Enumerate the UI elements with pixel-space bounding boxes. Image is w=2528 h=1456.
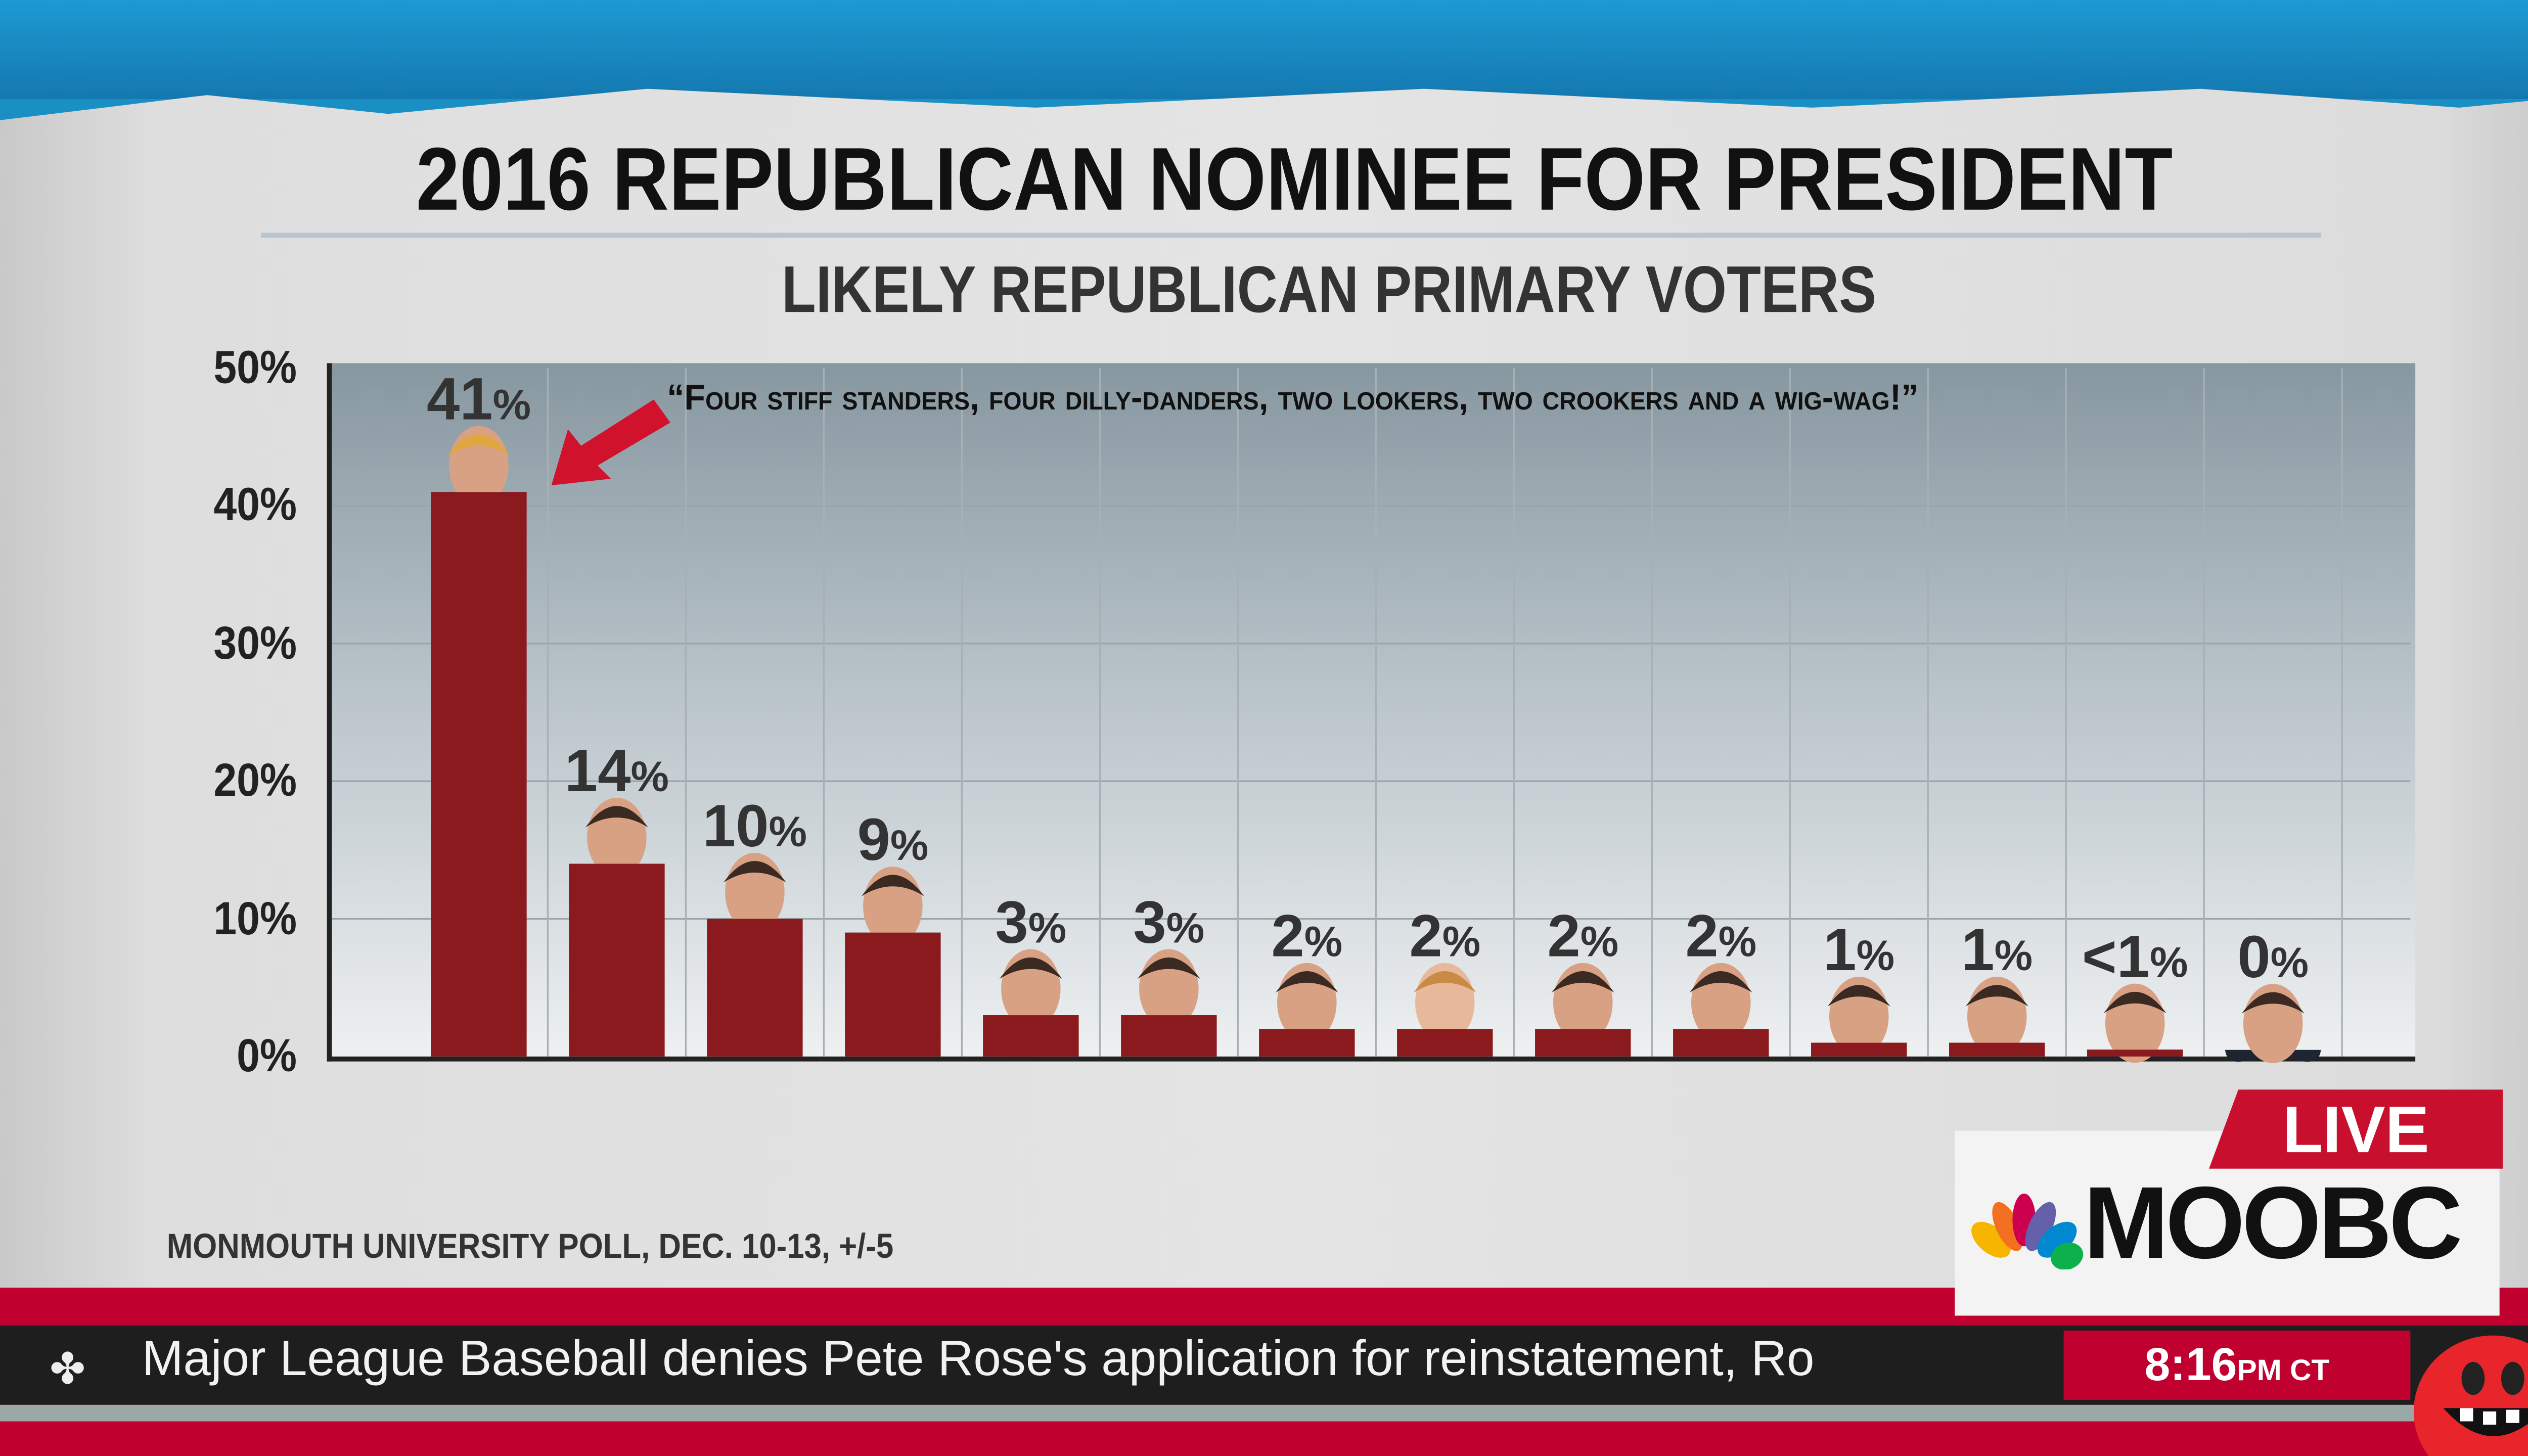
bar [1121, 1015, 1217, 1057]
red-robot-mascot-icon [2413, 1335, 2528, 1456]
poll-source: MONMOUTH UNIVERSITY POLL, DEC. 10-13, +/… [166, 1228, 894, 1266]
bar [1397, 1029, 1493, 1057]
candidate-hair [999, 957, 1062, 979]
clock: 8:16PM CT [2063, 1330, 2411, 1400]
candidate-hair [723, 861, 786, 883]
data-label: 2% [1685, 903, 1756, 969]
quote-annotation: “Four stiff standers, four dilly-danders… [667, 376, 1919, 418]
y-tick: 20% [213, 754, 297, 806]
candidate-hair [2103, 991, 2166, 1014]
candidate-hair [1689, 971, 1752, 993]
data-label: 2% [1409, 903, 1480, 969]
bar [845, 932, 941, 1057]
peacock-icon: ✤ [49, 1343, 86, 1393]
bar [1673, 1029, 1769, 1057]
candidate-hair [1965, 985, 2028, 1007]
candidate-hair [585, 806, 648, 828]
y-tick: 30% [213, 617, 297, 669]
candidate-hair [1551, 971, 1614, 993]
bar [1535, 1029, 1631, 1057]
ticker-underline [0, 1404, 2528, 1422]
clock-time: 8:16 [2144, 1339, 2237, 1390]
bar [569, 863, 665, 1057]
candidate-hair [2241, 992, 2305, 1014]
data-label: 1% [1823, 917, 1894, 983]
clock-suffix: PM CT [2237, 1353, 2330, 1387]
candidate-hair [1137, 957, 1200, 979]
chart-subtitle: LIKELY REPUBLICAN PRIMARY VOTERS [781, 254, 1877, 327]
y-tick: 50% [213, 341, 297, 393]
data-label: 41% [427, 366, 531, 432]
candidate-hair [1827, 985, 1890, 1007]
title-divider [260, 233, 2322, 238]
candidate-hair [447, 434, 510, 456]
plot-area [327, 363, 2416, 1062]
candidate-hair [1275, 971, 1338, 993]
y-tick: 10% [213, 893, 297, 944]
data-label: 2% [1271, 903, 1342, 969]
data-label: 2% [1547, 903, 1618, 969]
bar [2087, 1050, 2183, 1057]
data-label: 9% [857, 806, 928, 873]
bar [1259, 1029, 1355, 1057]
y-tick: 40% [213, 478, 297, 530]
data-label: <1% [2082, 924, 2188, 990]
data-label: 3% [995, 889, 1066, 955]
ticker-headline: Major League Baseball denies Pete Rose's… [142, 1332, 1815, 1387]
data-label: 10% [703, 793, 807, 859]
bar [983, 1015, 1079, 1057]
live-badge: LIVE [2208, 1089, 2503, 1169]
y-tick: 0% [237, 1030, 297, 1081]
network-name: MOOBC [2083, 1167, 2463, 1281]
candidate-hair [1413, 971, 1476, 993]
peacock-logo-icon [1971, 1193, 2084, 1270]
bar [1949, 1042, 2045, 1057]
data-label: 0% [2237, 924, 2309, 990]
top-band [0, 0, 2528, 99]
bar [431, 492, 527, 1057]
bar [1811, 1042, 1907, 1057]
bar [707, 919, 803, 1057]
arrow-icon [551, 399, 670, 486]
data-label: 3% [1133, 889, 1204, 955]
candidate-hair [861, 875, 924, 896]
data-label: 1% [1961, 917, 2033, 983]
chart-title: 2016 REPUBLICAN NOMINEE FOR PRESIDENT [416, 130, 2173, 230]
data-label: 14% [565, 738, 669, 804]
